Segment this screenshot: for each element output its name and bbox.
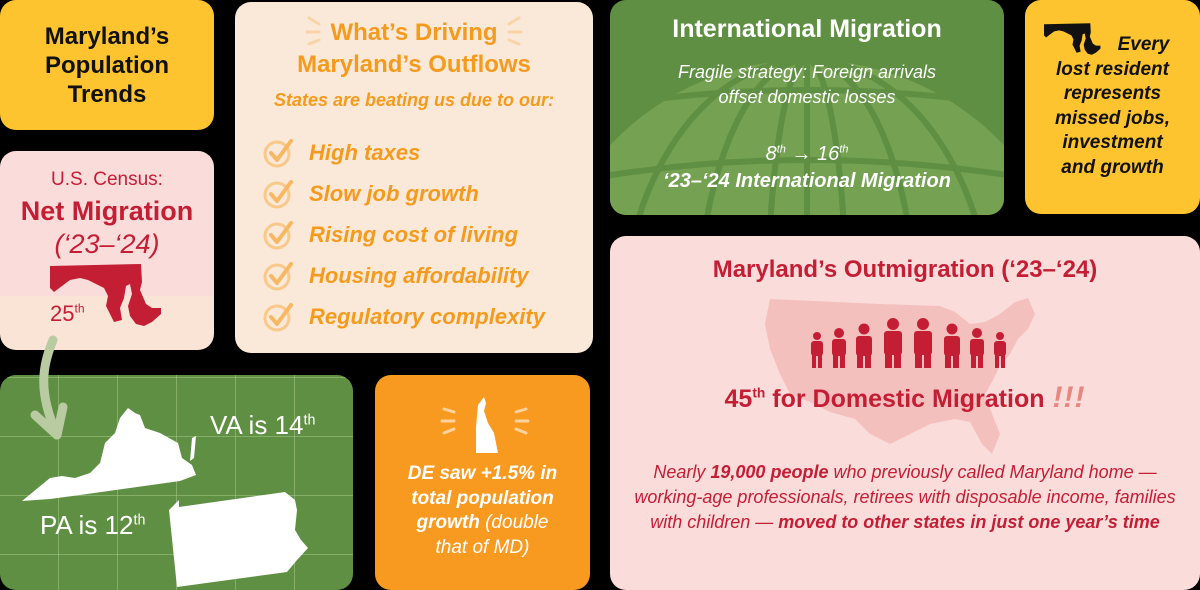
census-net-migration-card: U.S. Census: Net Migration (‘23–‘24) 25t…: [0, 151, 214, 350]
sub-line: offset domestic losses: [718, 87, 896, 107]
to-rank: 16: [817, 143, 840, 165]
globe-icon: [610, 60, 1004, 215]
international-migration-card: International Migration Fragile strategy…: [610, 0, 1004, 215]
neighbor-states-card: VA is 14th PA is 12th: [0, 375, 353, 590]
de-text: DE saw +1.5% in total population growth …: [375, 462, 590, 560]
virginia-map-icon: [22, 408, 196, 501]
text-line: missed jobs,: [1054, 107, 1171, 129]
heading-line: What’s Driving: [330, 19, 498, 46]
list-item-label: Regulatory complexity: [309, 303, 545, 329]
de-stat: growth: [416, 512, 480, 533]
delaware-map-icon: [440, 397, 530, 453]
census-period: (‘23–‘24): [54, 229, 160, 259]
text-line: Every: [1117, 34, 1170, 55]
rank-number: 45: [724, 385, 753, 413]
page-title: Maryland’s Population Trends: [45, 22, 170, 109]
check-circle-icon: [263, 138, 293, 167]
desc-highlight: moved to other states in just one year’s…: [778, 512, 1160, 532]
rank-suffix: th: [776, 143, 786, 156]
de-stat: DE saw +1.5% in: [407, 463, 558, 484]
check-circle-icon: [263, 220, 293, 249]
census-rank: 25th: [50, 301, 85, 327]
rank-suffix: th: [133, 512, 146, 529]
list-item: Slow job growth: [263, 173, 545, 214]
outmigration-card: Maryland’s Outmigration (‘23–‘24) 45th f…: [610, 236, 1200, 590]
rank-suffix: th: [839, 143, 849, 156]
intl-rank-change: 8th → 16th: [610, 143, 1004, 166]
drivers-card: What’s Driving Maryland’s Outflows State…: [235, 2, 593, 353]
text-line: lost resident: [1056, 58, 1169, 80]
intl-subheading: Fragile strategy: Foreign arrivals offse…: [610, 60, 1004, 110]
heading-line: Maryland’s Outflows: [297, 51, 531, 78]
drivers-list: High taxes Slow job growth Rising cost o…: [263, 132, 545, 337]
delaware-growth-card: DE saw +1.5% in total population growth …: [375, 375, 590, 590]
check-circle-icon: [263, 261, 293, 290]
de-note: (double: [479, 512, 549, 533]
text-line: and growth: [1061, 156, 1164, 178]
title-line: Maryland’s: [44, 22, 170, 50]
list-item-label: Rising cost of living: [309, 221, 519, 247]
curved-arrow-icon: [30, 335, 68, 440]
pa-rank: PA is 12th: [40, 510, 145, 541]
list-item: Rising cost of living: [263, 214, 545, 255]
desc-highlight: 19,000 people: [710, 462, 829, 482]
outmigration-heading: Maryland’s Outmigration (‘23–‘24): [712, 256, 1098, 283]
burst-lines-icon: [507, 16, 523, 46]
list-item-label: Housing affordability: [309, 262, 529, 288]
every-text: Every lost resident represents missed jo…: [1025, 33, 1200, 180]
from-rank: 8: [765, 143, 777, 165]
va-label: VA is 14: [210, 410, 304, 440]
arrow-right-icon: →: [791, 143, 812, 165]
list-item: Regulatory complexity: [263, 296, 545, 337]
de-stat: total population: [411, 487, 554, 509]
list-item-label: High taxes: [309, 139, 421, 165]
outmigration-description: Nearly 19,000 people who previously call…: [630, 460, 1180, 535]
intl-heading: International Migration: [672, 15, 942, 43]
census-source: U.S. Census:: [51, 169, 163, 190]
maryland-map-icon: [1044, 23, 1101, 55]
intl-label: ‘23–‘24 International Migration: [663, 170, 951, 192]
rank-suffix: th: [74, 301, 85, 316]
rank-number: 25: [50, 301, 75, 326]
list-item-label: Slow job growth: [309, 180, 479, 206]
census-heading: Net Migration: [20, 196, 194, 226]
desc-text: who previously called Maryland home — wo…: [634, 462, 1176, 532]
drivers-subheading: States are beating us due to our:: [273, 90, 555, 110]
pennsylvania-map-icon: [169, 492, 308, 587]
exclamation-icon: !!!: [1052, 381, 1086, 414]
text-line: represents: [1063, 83, 1162, 104]
every-lost-resident-card: Every lost resident represents missed jo…: [1025, 0, 1200, 214]
list-item: Housing affordability: [263, 255, 545, 296]
text-line: investment: [1062, 132, 1163, 153]
title-line: Trends: [67, 80, 147, 108]
title-line: Population: [45, 51, 169, 79]
de-note: that of MD): [435, 536, 530, 558]
people-icon: [811, 318, 1006, 368]
maryland-map-icon: [50, 264, 161, 326]
title-card: Maryland’s Population Trends: [0, 0, 214, 130]
check-circle-icon: [263, 302, 293, 331]
list-item: High taxes: [263, 132, 545, 173]
rank-label: for Domestic Migration: [765, 385, 1045, 413]
drivers-heading: What’s Driving Maryland’s Outflows: [235, 17, 593, 81]
sub-line: Fragile strategy: Foreign arrivals: [677, 62, 937, 82]
pa-label: PA is 12: [40, 510, 134, 540]
burst-lines-icon: [305, 16, 321, 46]
va-rank: VA is 14th: [210, 410, 315, 441]
rank-suffix: th: [303, 412, 316, 429]
domestic-rank: 45th for Domestic Migration!!!: [610, 381, 1200, 415]
desc-text: Nearly: [653, 462, 711, 482]
check-circle-icon: [263, 179, 293, 208]
usa-map-icon: [765, 298, 1035, 454]
rank-suffix: th: [752, 385, 766, 401]
